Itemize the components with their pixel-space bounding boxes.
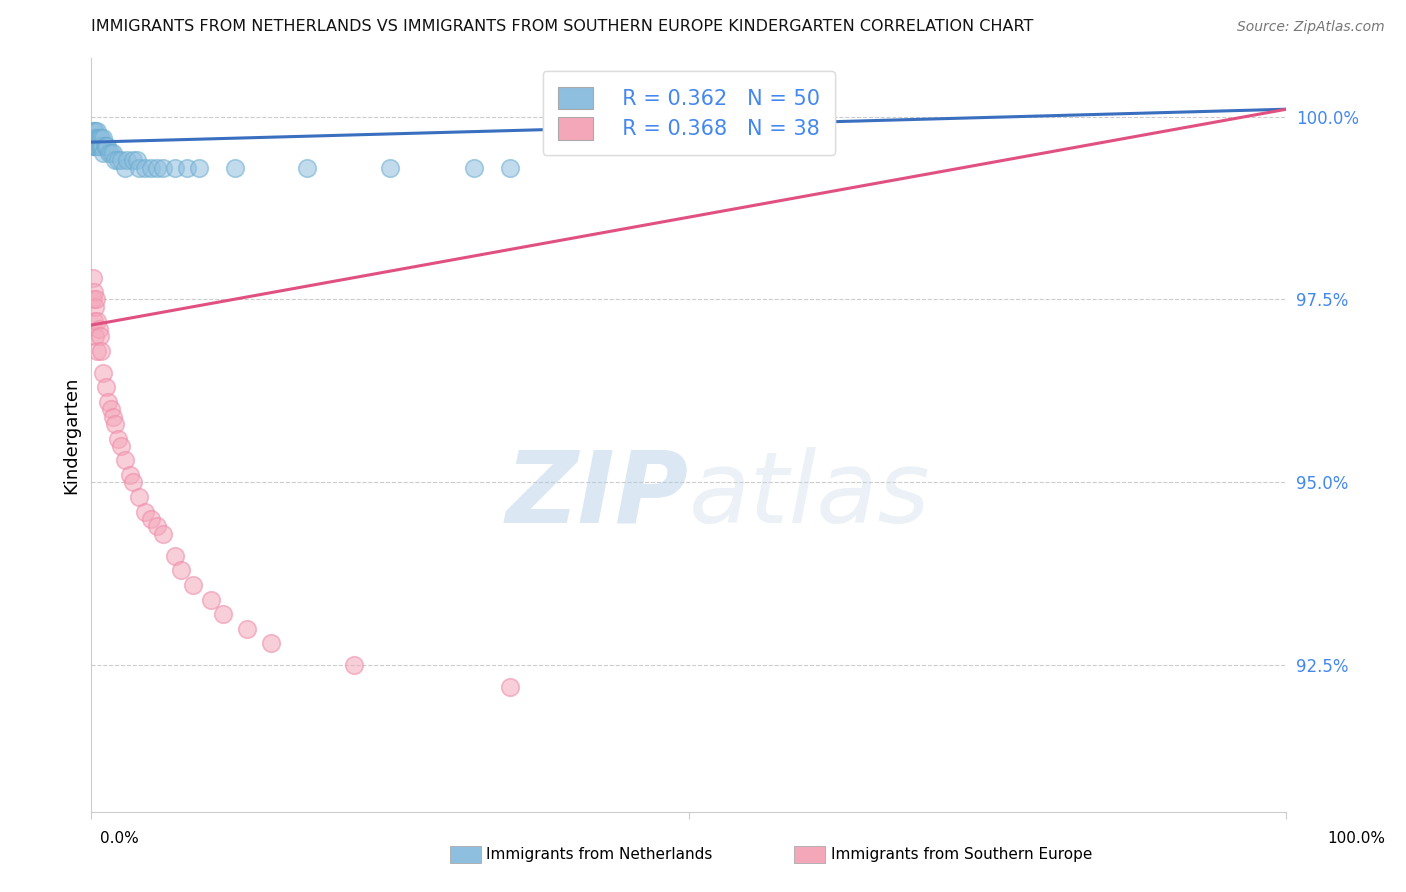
Point xyxy=(259,636,281,650)
Text: Immigrants from Netherlands: Immigrants from Netherlands xyxy=(486,847,713,862)
Point xyxy=(90,343,112,358)
Point xyxy=(84,300,107,314)
Point xyxy=(87,131,110,145)
Point xyxy=(115,153,138,168)
Point xyxy=(84,138,107,153)
Point xyxy=(224,161,246,175)
Point xyxy=(152,161,174,175)
Point xyxy=(84,293,107,307)
Point xyxy=(110,439,132,453)
Point xyxy=(84,124,107,138)
Point xyxy=(163,549,186,563)
Point xyxy=(498,681,520,695)
Y-axis label: Kindergarten: Kindergarten xyxy=(62,376,80,493)
Point xyxy=(93,366,114,380)
Point xyxy=(82,131,104,145)
Point xyxy=(211,607,233,621)
Point xyxy=(94,138,117,153)
Point xyxy=(93,138,115,153)
Point xyxy=(118,468,141,483)
Point xyxy=(141,161,162,175)
Point xyxy=(200,592,222,607)
Point xyxy=(114,161,136,175)
Point xyxy=(101,146,124,161)
Point xyxy=(152,526,174,541)
Text: Immigrants from Southern Europe: Immigrants from Southern Europe xyxy=(831,847,1092,862)
Point xyxy=(82,293,104,307)
Point xyxy=(170,563,193,577)
Text: ZIP: ZIP xyxy=(506,447,689,543)
Point xyxy=(128,490,150,504)
Point xyxy=(122,153,145,168)
Point xyxy=(104,417,127,431)
Point xyxy=(141,512,162,526)
Point xyxy=(110,153,132,168)
Point xyxy=(163,161,186,175)
Point xyxy=(125,153,148,168)
Point xyxy=(83,138,105,153)
Point xyxy=(96,138,118,153)
Point xyxy=(87,138,110,153)
Point xyxy=(86,131,108,145)
Point xyxy=(122,475,145,490)
Text: atlas: atlas xyxy=(689,447,931,543)
Point xyxy=(343,658,366,673)
Point xyxy=(146,519,169,533)
Point xyxy=(100,146,122,161)
Point xyxy=(134,505,156,519)
Text: 0.0%: 0.0% xyxy=(100,831,139,846)
Point xyxy=(235,622,259,636)
Point xyxy=(146,161,169,175)
Point xyxy=(82,124,104,138)
Point xyxy=(107,432,129,446)
Point xyxy=(93,131,114,145)
Point xyxy=(378,161,402,175)
Point xyxy=(84,329,107,343)
Point xyxy=(97,395,120,409)
Point xyxy=(93,146,114,161)
Point xyxy=(498,161,520,175)
Point xyxy=(128,161,150,175)
Point xyxy=(84,131,107,145)
Point xyxy=(86,124,108,138)
Point xyxy=(82,270,104,285)
Point xyxy=(90,138,112,153)
Point xyxy=(187,161,211,175)
Point xyxy=(86,314,108,328)
Point xyxy=(737,110,759,124)
Point xyxy=(86,138,108,153)
Point xyxy=(107,153,129,168)
Point xyxy=(83,124,105,138)
Point xyxy=(181,578,204,592)
Point xyxy=(98,146,121,161)
Point xyxy=(82,138,104,153)
Point xyxy=(83,314,105,328)
Text: Source: ZipAtlas.com: Source: ZipAtlas.com xyxy=(1237,21,1385,34)
Point xyxy=(84,131,107,145)
Point xyxy=(737,110,759,124)
Point xyxy=(86,343,108,358)
Point xyxy=(89,138,111,153)
Point xyxy=(83,131,105,145)
Point xyxy=(94,380,117,394)
Point xyxy=(101,409,124,424)
Text: 100.0%: 100.0% xyxy=(1327,831,1386,846)
Point xyxy=(104,153,127,168)
Point xyxy=(83,285,105,300)
Point xyxy=(295,161,318,175)
Point xyxy=(176,161,198,175)
Point xyxy=(134,161,156,175)
Point xyxy=(100,402,122,417)
Point xyxy=(90,131,112,145)
Legend:   R = 0.362   N = 50,   R = 0.368   N = 38: R = 0.362 N = 50, R = 0.368 N = 38 xyxy=(543,71,835,155)
Point xyxy=(87,322,110,336)
Text: IMMIGRANTS FROM NETHERLANDS VS IMMIGRANTS FROM SOUTHERN EUROPE KINDERGARTEN CORR: IMMIGRANTS FROM NETHERLANDS VS IMMIGRANT… xyxy=(91,20,1033,34)
Point xyxy=(84,138,107,153)
Point xyxy=(89,131,111,145)
Point xyxy=(91,138,114,153)
Point xyxy=(463,161,485,175)
Point xyxy=(89,329,111,343)
Point xyxy=(114,453,136,467)
